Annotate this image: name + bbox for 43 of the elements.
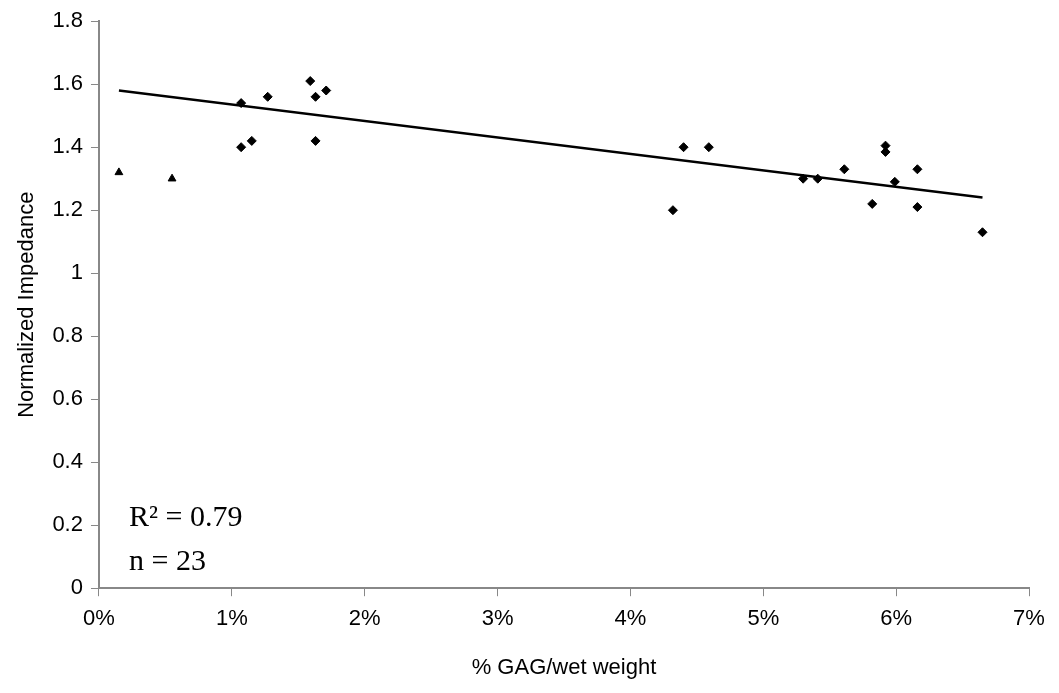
annotation: R² = 0.79 [128,499,243,533]
point [310,135,321,146]
y-tick-label: 0.6 [52,385,83,411]
point [839,164,850,175]
x-tick-label: 4% [614,605,647,631]
x-tick-label: 2% [348,605,381,631]
point [262,91,273,102]
point [236,142,247,153]
x-tick-label: 6% [880,605,913,631]
y-tick-label: 1.4 [52,133,83,159]
y-tick-label: 0.8 [52,322,83,348]
x-tick-label: 5% [747,605,780,631]
point [798,173,809,184]
point [912,164,923,175]
point [114,167,124,176]
x-tick-label: 1% [215,605,248,631]
point [667,205,678,216]
point [812,173,823,184]
point [912,202,923,213]
point [167,173,177,182]
x-tick-label: 3% [481,605,514,631]
point [703,142,714,153]
x-tick-label: 0% [83,605,115,631]
point [321,85,332,96]
point [977,227,988,238]
annotation: n = 23 [128,543,206,577]
point [305,76,316,87]
point [678,142,689,153]
y-tick-label: 0.2 [52,511,83,537]
y-tick-label: 1.2 [52,196,83,222]
y-tick-label: 1.6 [52,70,83,96]
x-axis-title: % GAG/wet weight [471,653,657,679]
point [236,98,247,109]
point [310,91,321,102]
point [867,198,878,209]
y-tick-label: 0 [70,574,83,600]
y-tick-label: 0.4 [52,448,83,474]
y-tick-label: 1.8 [52,7,83,33]
point [889,176,900,187]
y-axis-title: Normalized Impedance [13,191,39,418]
x-tick-label: 7% [1013,605,1045,631]
point [246,135,257,146]
y-tick-label: 1 [70,259,83,285]
